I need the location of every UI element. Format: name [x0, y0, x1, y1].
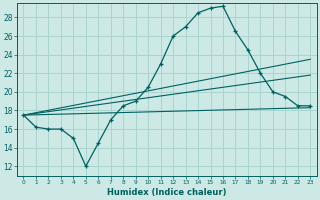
X-axis label: Humidex (Indice chaleur): Humidex (Indice chaleur) — [107, 188, 227, 197]
